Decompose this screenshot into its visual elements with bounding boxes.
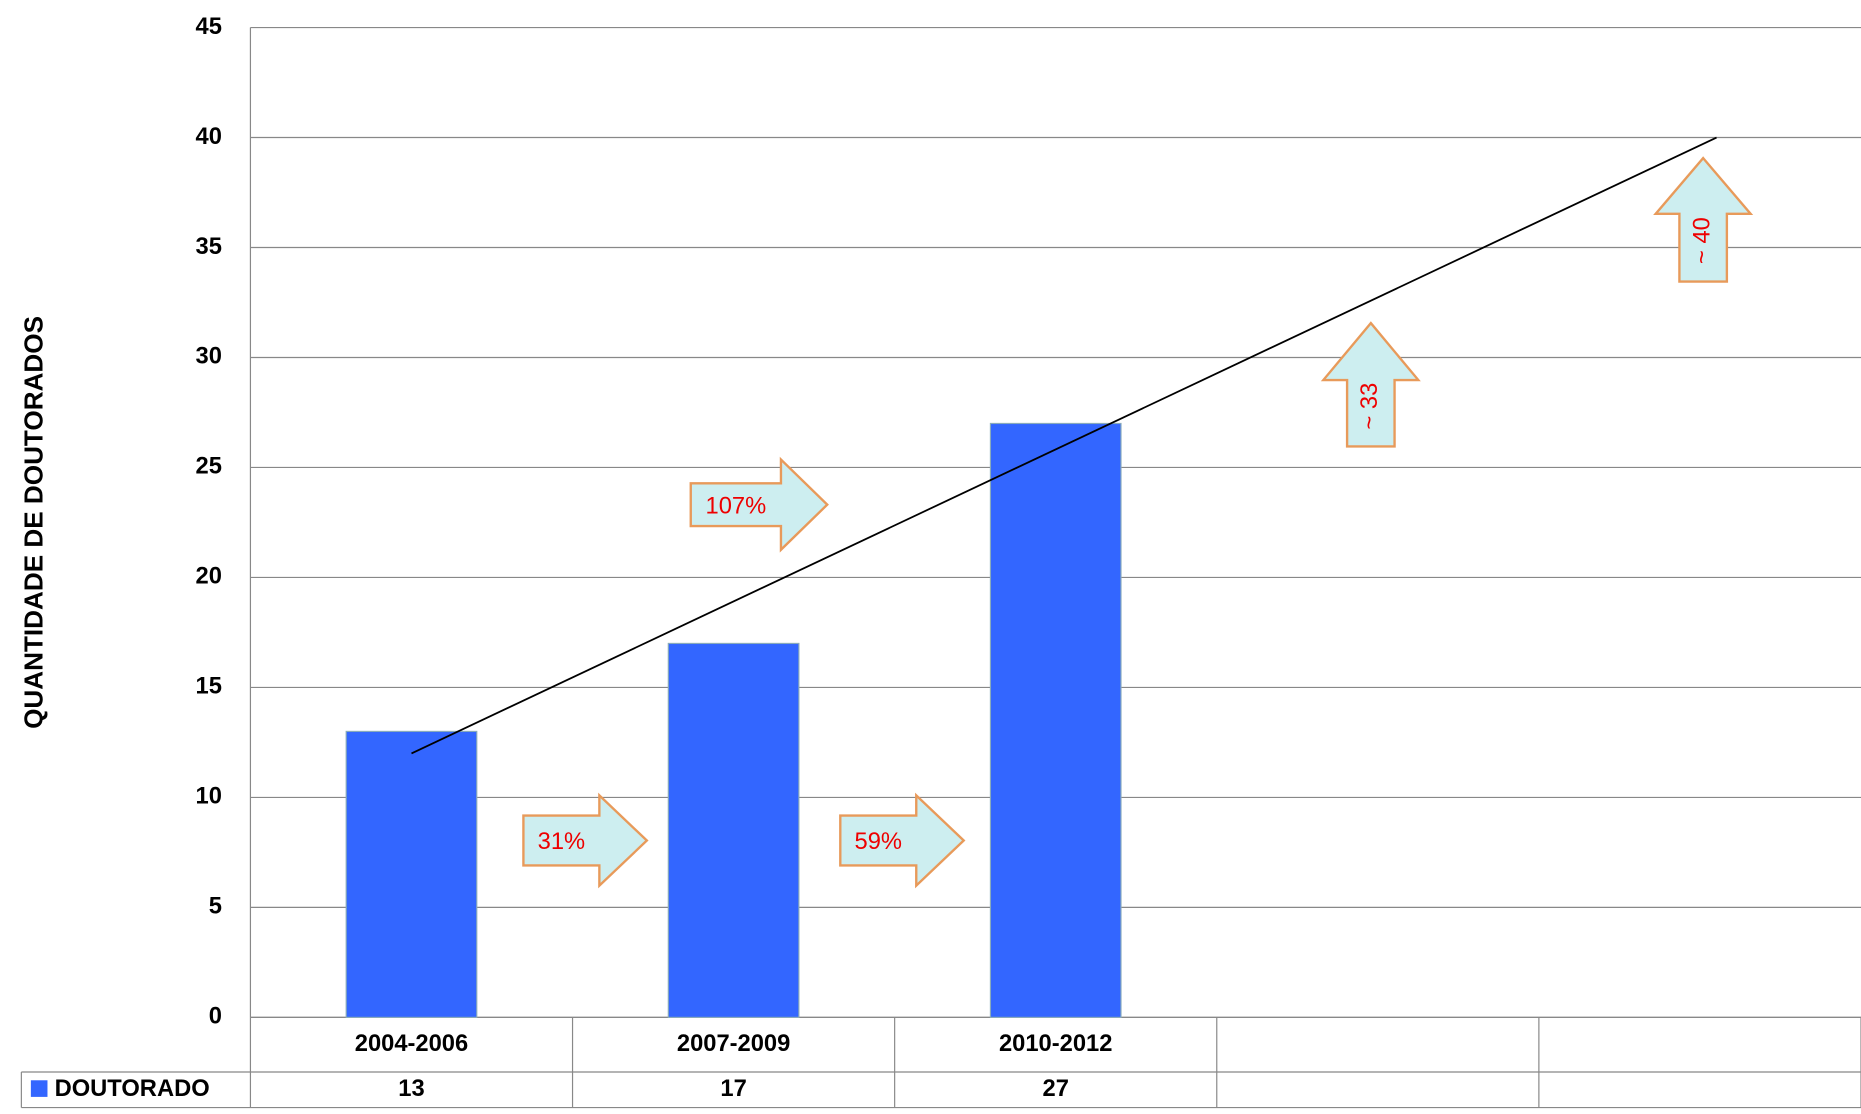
y-tick-label: 30 — [196, 344, 222, 370]
arrow — [522, 792, 649, 889]
trend-line — [411, 136, 1717, 755]
arrow — [1320, 321, 1421, 448]
y-tick-label: 10 — [196, 784, 222, 810]
legend-swatch — [30, 1080, 48, 1097]
arrow — [1653, 156, 1754, 283]
y-tick-label: 0 — [209, 1004, 222, 1030]
arrow — [689, 456, 829, 553]
y-tick-label: 35 — [196, 234, 222, 260]
y-tick-label: 5 — [209, 894, 222, 920]
arrow-label: ~ 33 — [1357, 383, 1383, 430]
y-tick-label: 20 — [196, 564, 222, 590]
x-tick-label: 2007-2009 — [677, 1031, 790, 1057]
x-tick-label: 2010-2012 — [999, 1031, 1112, 1057]
bar — [989, 422, 1122, 1018]
x-tick-label: 2004-2006 — [355, 1031, 468, 1057]
arrow — [839, 792, 966, 889]
arrow-label: 107% — [706, 493, 767, 519]
y-tick-label: 45 — [196, 14, 222, 40]
arrow-label: 31% — [538, 829, 585, 855]
y-axis-label: QUANTIDADE DE DOUTORADOS — [18, 316, 48, 729]
data-label: 27 — [1043, 1076, 1069, 1102]
data-label: 17 — [720, 1076, 746, 1102]
bar — [345, 730, 478, 1018]
arrow-label: 59% — [855, 829, 902, 855]
data-label: 13 — [398, 1076, 424, 1102]
y-tick-label: 15 — [196, 674, 222, 700]
arrow-label: ~ 40 — [1689, 217, 1715, 264]
y-tick-label: 40 — [196, 124, 222, 150]
legend-label: DOUTORADO — [55, 1076, 210, 1102]
y-tick-label: 25 — [196, 454, 222, 480]
bar — [667, 642, 800, 1018]
